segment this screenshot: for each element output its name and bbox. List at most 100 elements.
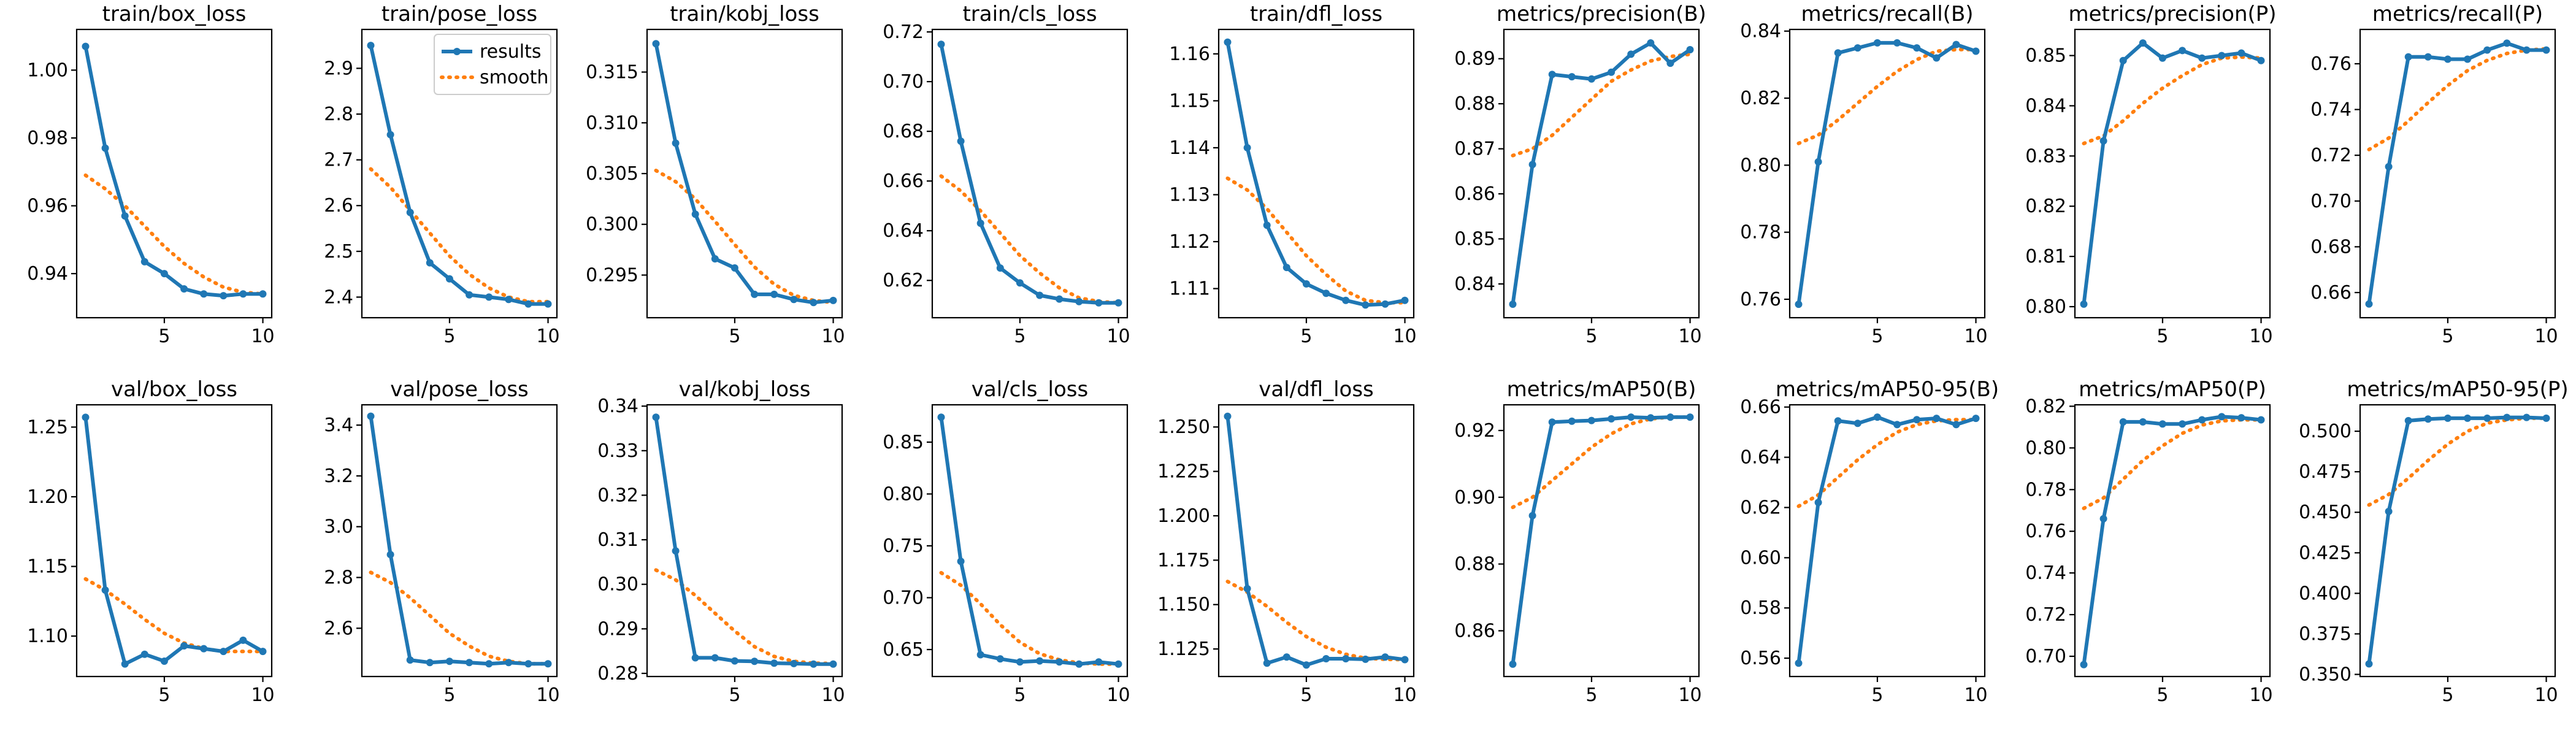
axes-frame: [2074, 28, 2271, 319]
axes-frame: [75, 28, 273, 319]
subplot-metrics-recall-p-: metrics/recall(P) 0.66 0.68 0.70 0.72 0.74 0.7…: [2310, 2, 2558, 347]
results-point: [730, 264, 738, 272]
results-series-line: [1225, 42, 1406, 307]
x-tick-label: 10: [536, 684, 559, 706]
results-point: [367, 412, 375, 420]
results-point: [1913, 416, 1921, 424]
results-point: [1095, 658, 1103, 666]
y-tick-label: 1.20: [27, 486, 68, 508]
results-point: [82, 413, 90, 421]
results-point: [1647, 414, 1655, 422]
results-point: [810, 660, 818, 668]
axes-frame: [1503, 404, 1700, 678]
subplot-title: metrics/recall(B): [1801, 2, 1973, 26]
results-point: [1587, 75, 1595, 83]
results-series-line: [83, 46, 263, 298]
y-tick-label: 0.80: [883, 483, 924, 505]
legend: results smooth: [434, 34, 551, 95]
y-tick-label: 0.62: [1740, 497, 1781, 518]
results-point: [426, 259, 434, 267]
y-tick-label: 0.75: [883, 535, 924, 557]
y-tick-label: 0.90: [1454, 487, 1495, 508]
y-tick-label: 0.310: [586, 112, 638, 134]
y-tick-label: 0.32: [597, 485, 638, 506]
x-tick-label: 5: [1585, 326, 1597, 347]
axes-frame: [931, 404, 1129, 678]
results-point: [1322, 289, 1330, 297]
y-tick-label: 0.300: [586, 214, 638, 236]
x-tick-label: 10: [1964, 326, 1987, 347]
results-point: [652, 413, 660, 421]
y-tick-label: 0.305: [586, 163, 638, 185]
y-tick-label: 1.12: [1169, 231, 1210, 253]
axes-frame: [646, 404, 843, 678]
results-point: [1933, 415, 1941, 423]
results-point: [259, 648, 267, 656]
results-point: [1263, 221, 1271, 229]
x-tick-label: 10: [2534, 326, 2558, 347]
axes-frame: [2359, 404, 2556, 678]
results-point: [160, 270, 168, 278]
subplot-val-pose-loss: val/pose_loss 2.6 2.8 3.0 3.2 3.4 5 10: [324, 377, 559, 706]
y-tick-label: 0.80: [1740, 155, 1781, 176]
y-tick-label: 1.00: [27, 59, 68, 81]
results-point: [1853, 44, 1861, 52]
y-tick-label: 0.425: [2299, 542, 2352, 564]
results-point: [101, 586, 109, 594]
x-tick-label: 5: [2156, 326, 2168, 347]
results-series-line: [1796, 415, 1977, 664]
y-tick-label: 0.98: [27, 128, 68, 149]
results-point: [770, 290, 778, 298]
y-tick-label: 0.68: [2310, 236, 2352, 258]
x-tick-label: 10: [1964, 684, 1987, 706]
y-tick-label: 0.82: [1740, 88, 1781, 109]
results-point: [1528, 161, 1536, 169]
results-point: [140, 650, 148, 658]
axes-frame: [646, 28, 843, 319]
y-tick-label: 0.84: [2025, 95, 2066, 117]
y-tick-label: 0.400: [2299, 583, 2352, 604]
x-tick-label: 5: [729, 684, 740, 706]
subplot-title: metrics/mAP50-95(B): [1776, 377, 1999, 402]
results-point: [2523, 413, 2531, 421]
y-tick-label: 0.350: [2299, 664, 2352, 686]
y-tick-label: 1.125: [1157, 638, 1210, 660]
axes-frame: [1788, 28, 1986, 319]
smooth-series-line: [2367, 47, 2548, 151]
axes-frame: [361, 28, 558, 319]
results-point: [1322, 655, 1330, 662]
results-point: [180, 642, 188, 650]
results-point: [2218, 413, 2226, 421]
y-tick-label: 0.76: [1740, 289, 1781, 310]
y-tick-label: 0.475: [2299, 461, 2352, 483]
results-point: [1873, 413, 1881, 421]
results-point: [445, 657, 453, 665]
results-point: [1686, 46, 1694, 53]
results-point: [829, 660, 837, 668]
results-point: [2483, 414, 2491, 422]
results-point: [1834, 417, 1842, 425]
subplot-title: val/kobj_loss: [679, 377, 811, 402]
smooth-series-line: [369, 167, 550, 304]
axes-frame: [75, 404, 273, 678]
y-tick-label: 0.68: [883, 121, 924, 142]
results-point: [2464, 55, 2472, 63]
results-point: [239, 290, 247, 298]
results-point: [1568, 73, 1576, 81]
results-point: [2139, 418, 2147, 426]
results-series-line: [369, 416, 548, 666]
y-tick-label: 0.88: [1454, 93, 1495, 115]
subplot-title: metrics/mAP50(P): [2079, 377, 2266, 402]
y-tick-label: 0.85: [883, 432, 924, 453]
results-point: [259, 290, 267, 298]
results-point: [1873, 39, 1881, 47]
y-tick-label: 0.84: [1740, 21, 1781, 42]
subplot-metrics-precision-b-: metrics/precision(B) 0.84 0.85 0.86 0.87 0.88…: [1454, 2, 1706, 347]
results-point: [2365, 660, 2373, 668]
x-tick-label: 5: [1585, 684, 1597, 706]
results-point: [2385, 507, 2393, 515]
results-point: [180, 285, 188, 293]
results-point: [1972, 47, 1980, 55]
y-tick-label: 1.16: [1169, 44, 1210, 65]
results-point: [1342, 655, 1350, 662]
